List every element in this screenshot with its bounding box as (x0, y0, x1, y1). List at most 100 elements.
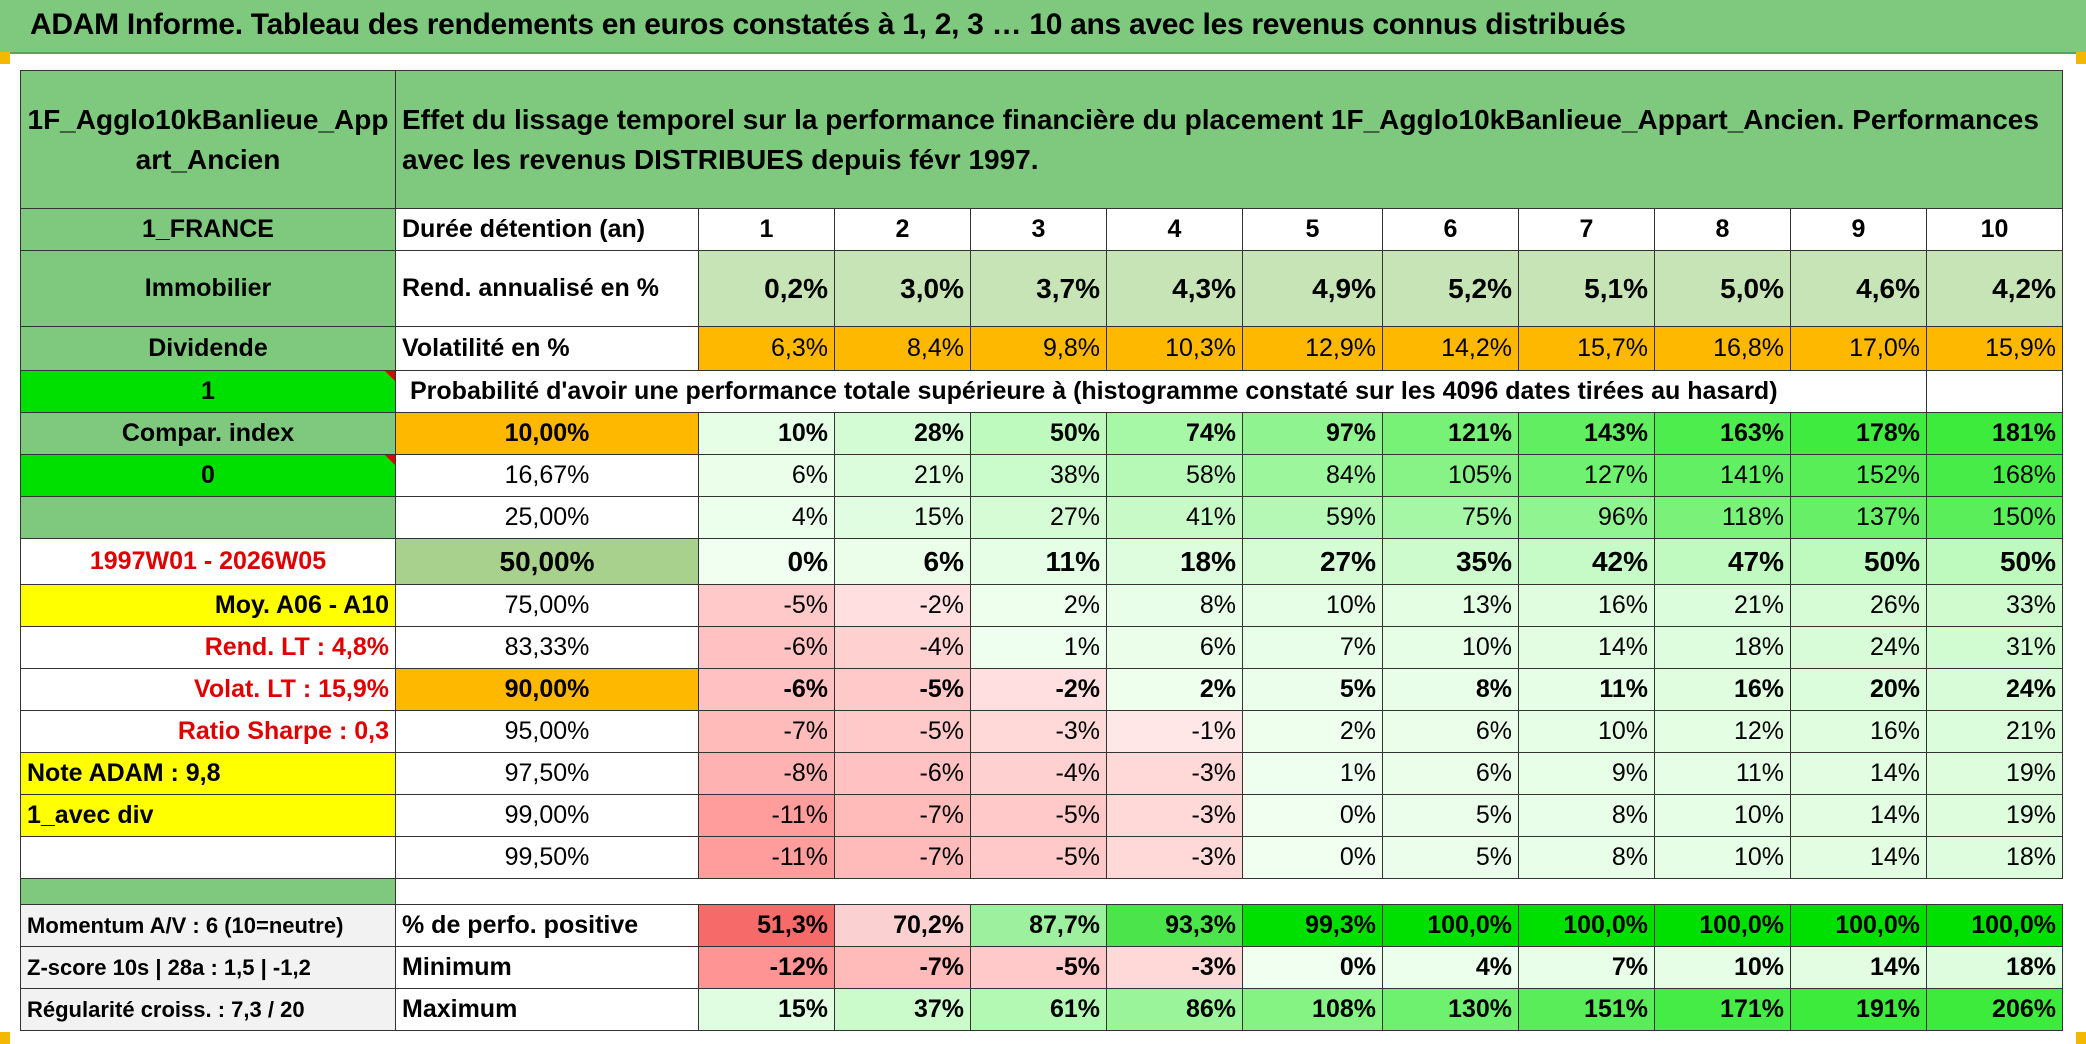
vol-cell[interactable]: 16,8% (1654, 326, 1791, 371)
quantile-value-cell[interactable]: 21% (1654, 584, 1791, 627)
quantile-value-cell[interactable]: 24% (1926, 668, 2063, 711)
quantile-value-cell[interactable]: 28% (834, 412, 971, 455)
description-cell[interactable]: Effet du lissage temporel sur la perform… (395, 70, 2063, 209)
quantile-value-cell[interactable]: 16% (1790, 710, 1927, 753)
quantile-value-cell[interactable]: -11% (698, 794, 835, 837)
sharpe-cell[interactable]: Ratio Sharpe : 0,3 (20, 710, 396, 753)
quantile-value-cell[interactable]: 121% (1382, 412, 1519, 455)
min-label[interactable]: Minimum (395, 946, 699, 989)
quantile-value-cell[interactable]: 15% (834, 496, 971, 539)
quantile-value-cell[interactable]: 11% (970, 538, 1107, 585)
year-header-cell[interactable]: 7 (1518, 208, 1655, 251)
quantile-value-cell[interactable]: 26% (1790, 584, 1927, 627)
flag-one-cell[interactable]: 1 (20, 370, 396, 413)
quantile-value-cell[interactable]: 59% (1242, 496, 1383, 539)
quantile-cell[interactable]: 83,33% (395, 626, 699, 669)
quantile-value-cell[interactable]: -5% (970, 836, 1107, 879)
spacer-cell[interactable] (396, 879, 2063, 905)
quantile-value-cell[interactable]: 8% (1382, 668, 1519, 711)
min-cell[interactable]: 18% (1926, 946, 2063, 989)
quantile-value-cell[interactable]: 20% (1790, 668, 1927, 711)
quantile-value-cell[interactable]: 10% (1242, 584, 1383, 627)
quantile-value-cell[interactable]: 21% (834, 454, 971, 497)
quantile-value-cell[interactable]: 24% (1790, 626, 1927, 669)
quantile-value-cell[interactable]: 5% (1382, 836, 1519, 879)
quantile-cell[interactable]: 95,00% (395, 710, 699, 753)
max-cell[interactable]: 191% (1790, 988, 1927, 1031)
quantile-value-cell[interactable]: 8% (1518, 794, 1655, 837)
momentum-cell[interactable]: Momentum A/V : 6 (10=neutre) (20, 904, 396, 947)
year-header-cell[interactable]: 9 (1790, 208, 1927, 251)
quantile-value-cell[interactable]: 11% (1518, 668, 1655, 711)
quantile-value-cell[interactable]: -3% (1106, 752, 1243, 795)
quantile-value-cell[interactable]: -3% (1106, 836, 1243, 879)
quantile-cell[interactable]: 75,00% (395, 584, 699, 627)
rend-lt-cell[interactable]: Rend. LT : 4,8% (20, 626, 396, 669)
quantile-value-cell[interactable]: 38% (970, 454, 1107, 497)
quantile-value-cell[interactable]: 7% (1242, 626, 1383, 669)
quantile-value-cell[interactable]: -4% (970, 752, 1107, 795)
country-cell[interactable]: 1_FRANCE (20, 208, 396, 251)
vol-cell[interactable]: 10,3% (1106, 326, 1243, 371)
quantile-value-cell[interactable]: 181% (1926, 412, 2063, 455)
quantile-value-cell[interactable]: 6% (1106, 626, 1243, 669)
pct-pos-cell[interactable]: 100,0% (1926, 904, 2063, 947)
pct-pos-cell[interactable]: 100,0% (1382, 904, 1519, 947)
max-cell[interactable]: 171% (1654, 988, 1791, 1031)
vol-cell[interactable]: 6,3% (698, 326, 835, 371)
quantile-value-cell[interactable]: -7% (834, 836, 971, 879)
quantile-value-cell[interactable]: 10% (1654, 794, 1791, 837)
pct-pos-cell[interactable]: 99,3% (1242, 904, 1383, 947)
quantile-value-cell[interactable]: 18% (1926, 836, 2063, 879)
year-header-cell[interactable]: 2 (834, 208, 971, 251)
quantile-value-cell[interactable]: 152% (1790, 454, 1927, 497)
quantile-value-cell[interactable]: -1% (1106, 710, 1243, 753)
quantile-value-cell[interactable]: 35% (1382, 538, 1519, 585)
quantile-value-cell[interactable]: 14% (1518, 626, 1655, 669)
quantile-value-cell[interactable]: -6% (834, 752, 971, 795)
quantile-value-cell[interactable]: 74% (1106, 412, 1243, 455)
rend-cell[interactable]: 3,7% (970, 250, 1107, 327)
quantile-value-cell[interactable]: 6% (698, 454, 835, 497)
quantile-value-cell[interactable]: 9% (1518, 752, 1655, 795)
rend-cell[interactable]: 5,2% (1382, 250, 1519, 327)
rend-cell[interactable]: 4,3% (1106, 250, 1243, 327)
quantile-value-cell[interactable]: -5% (834, 710, 971, 753)
min-cell[interactable]: 7% (1518, 946, 1655, 989)
quantile-value-cell[interactable]: 16% (1654, 668, 1791, 711)
quantile-value-cell[interactable]: 18% (1106, 538, 1243, 585)
quantile-cell[interactable]: 25,00% (395, 496, 699, 539)
quantile-value-cell[interactable]: 10% (1518, 710, 1655, 753)
pct-pos-cell[interactable]: 51,3% (698, 904, 835, 947)
quantile-value-cell[interactable]: 19% (1926, 752, 2063, 795)
quantile-value-cell[interactable]: 19% (1926, 794, 2063, 837)
max-cell[interactable]: 130% (1382, 988, 1519, 1031)
quantile-value-cell[interactable]: 0% (1242, 836, 1383, 879)
max-cell[interactable]: 151% (1518, 988, 1655, 1031)
quantile-value-cell[interactable]: 10% (1382, 626, 1519, 669)
pct-pos-cell[interactable]: 100,0% (1790, 904, 1927, 947)
quantile-cell[interactable]: 99,50% (395, 836, 699, 879)
quantile-value-cell[interactable]: 4% (698, 496, 835, 539)
quantile-value-cell[interactable]: 97% (1242, 412, 1383, 455)
min-cell[interactable]: 10% (1654, 946, 1791, 989)
quantile-value-cell[interactable]: 14% (1790, 794, 1927, 837)
rend-cell[interactable]: 5,1% (1518, 250, 1655, 327)
regularite-cell[interactable]: Régularité croiss. : 7,3 / 20 (20, 988, 396, 1031)
quantile-value-cell[interactable]: 12% (1654, 710, 1791, 753)
min-cell[interactable]: -12% (698, 946, 835, 989)
quantile-value-cell[interactable]: 18% (1654, 626, 1791, 669)
quantile-value-cell[interactable]: 31% (1926, 626, 2063, 669)
pct-pos-cell[interactable]: 93,3% (1106, 904, 1243, 947)
quantile-cell[interactable]: 99,00% (395, 794, 699, 837)
year-header-cell[interactable]: 8 (1654, 208, 1791, 251)
quantile-value-cell[interactable]: 127% (1518, 454, 1655, 497)
year-header-cell[interactable]: 10 (1926, 208, 2063, 251)
quantile-value-cell[interactable]: -6% (698, 626, 835, 669)
rend-cell[interactable]: 3,0% (834, 250, 971, 327)
quantile-cell[interactable]: 16,67% (395, 454, 699, 497)
zscore-cell[interactable]: Z-score 10s | 28a : 1,5 | -1,2 (20, 946, 396, 989)
min-cell[interactable]: -5% (970, 946, 1107, 989)
note-cell[interactable]: Note ADAM : 9,8 (20, 752, 396, 795)
year-header-cell[interactable]: 3 (970, 208, 1107, 251)
